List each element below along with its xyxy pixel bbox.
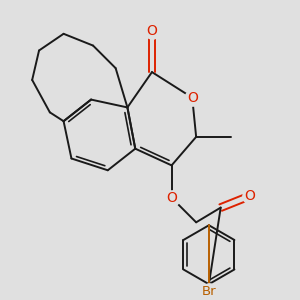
Text: O: O	[245, 189, 256, 203]
Text: O: O	[146, 24, 158, 38]
Text: O: O	[187, 91, 198, 105]
Text: Br: Br	[202, 285, 216, 298]
Text: O: O	[166, 191, 177, 205]
